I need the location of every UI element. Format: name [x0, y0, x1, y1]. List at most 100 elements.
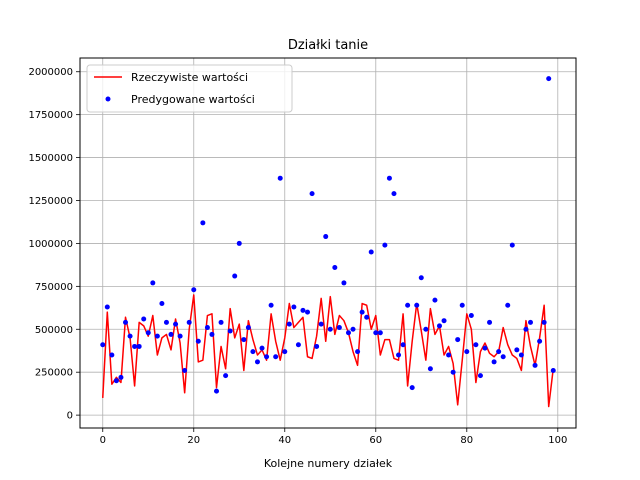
x-tick-label: 0: [100, 435, 106, 446]
predicted-point: [227, 328, 233, 334]
predicted-point: [359, 309, 365, 315]
predicted-point: [409, 385, 415, 391]
predicted-point: [355, 349, 361, 355]
y-tick-label: 2000000: [28, 67, 73, 78]
predicted-point: [136, 343, 142, 349]
predicted-point: [318, 321, 324, 327]
predicted-point: [305, 309, 311, 315]
predicted-point: [491, 359, 497, 365]
predicted-point: [400, 342, 406, 348]
predicted-point: [100, 342, 106, 348]
predicted-point: [204, 325, 210, 331]
actual-values-line: [102, 294, 554, 408]
predicted-point: [200, 220, 206, 226]
predicted-point: [332, 264, 338, 270]
predicted-point: [546, 76, 552, 82]
predicted-point: [186, 319, 192, 325]
predicted-point: [459, 302, 465, 308]
predicted-point: [127, 333, 133, 339]
predicted-point: [223, 373, 229, 379]
y-tick-label: 750000: [35, 282, 73, 293]
predicted-point: [341, 280, 347, 286]
predicted-point: [168, 331, 174, 337]
predicted-point: [291, 304, 297, 310]
legend-box: [86, 64, 293, 113]
series-actual: [102, 294, 554, 408]
predicted-point: [427, 366, 433, 372]
y-axis: 0 250000 500000 750000 1000000 1250000 1500000…: [28, 67, 80, 422]
predicted-point: [396, 352, 402, 358]
predicted-point: [537, 338, 543, 344]
predicted-point: [455, 337, 461, 343]
legend-label-predicted: Predygowane wartości: [131, 93, 255, 106]
predicted-point: [446, 352, 452, 358]
legend-label-actual: Rzeczywiste wartości: [131, 71, 248, 84]
predicted-point: [264, 354, 270, 360]
predicted-point: [382, 242, 388, 248]
series-predicted: [100, 76, 556, 394]
predicted-point: [309, 191, 315, 197]
predicted-point: [259, 345, 265, 351]
y-tick-label: 1250000: [28, 196, 73, 207]
predicted-point: [195, 338, 201, 344]
x-axis: 0 20 40 60 80 100: [100, 428, 567, 446]
predicted-point: [414, 302, 420, 308]
predicted-point: [163, 319, 169, 325]
predicted-point: [145, 330, 151, 336]
plot-area: [80, 58, 576, 428]
predicted-point: [241, 337, 247, 343]
predicted-point: [450, 369, 456, 375]
predicted-point: [368, 249, 374, 255]
predicted-point: [273, 354, 279, 360]
predicted-point: [150, 280, 156, 286]
predicted-point: [550, 367, 556, 373]
predicted-point: [350, 326, 356, 332]
predicted-point: [518, 352, 524, 358]
legend: Rzeczywiste wartości Predygowane wartośc…: [86, 64, 293, 113]
predicted-point: [118, 374, 124, 380]
y-tick-label: 0: [67, 411, 73, 422]
predicted-point: [373, 330, 379, 336]
y-tick-label: 1500000: [28, 153, 73, 164]
x-tick-label: 80: [460, 435, 473, 446]
predicted-point: [109, 352, 115, 358]
x-tick-label: 60: [369, 435, 382, 446]
predicted-point: [391, 191, 397, 197]
predicted-point: [154, 333, 160, 339]
legend-marker-predicted: [105, 96, 111, 102]
x-tick-label: 100: [548, 435, 567, 446]
predicted-point: [113, 378, 119, 384]
predicted-point: [300, 307, 306, 313]
predicted-point: [541, 319, 547, 325]
predicted-point: [336, 325, 342, 331]
predicted-point: [209, 331, 215, 337]
predicted-point: [268, 302, 274, 308]
predicted-point: [487, 319, 493, 325]
predicted-point: [364, 314, 370, 320]
predicted-point: [441, 318, 447, 324]
predicted-point: [509, 242, 515, 248]
predicted-point: [277, 175, 283, 181]
predicted-point: [468, 313, 474, 319]
predicted-point: [405, 302, 411, 308]
predicted-point: [528, 319, 533, 325]
predicted-point: [386, 175, 392, 181]
predicted-point: [500, 354, 506, 360]
predicted-point: [141, 316, 147, 322]
predicted-point: [532, 362, 538, 368]
predicted-point: [236, 240, 242, 246]
predicted-point: [282, 349, 288, 355]
y-tick-label: 1750000: [28, 110, 73, 121]
predicted-point: [477, 373, 483, 379]
predicted-point: [523, 326, 529, 332]
predicted-point: [250, 349, 256, 355]
predicted-point: [314, 343, 320, 349]
plot-frame: [79, 57, 577, 429]
grid: [80, 58, 576, 428]
predicted-point: [377, 330, 383, 336]
predicted-point: [104, 304, 110, 310]
predicted-point: [295, 342, 301, 348]
y-tick-label: 500000: [35, 325, 73, 336]
predicted-point: [214, 388, 220, 394]
